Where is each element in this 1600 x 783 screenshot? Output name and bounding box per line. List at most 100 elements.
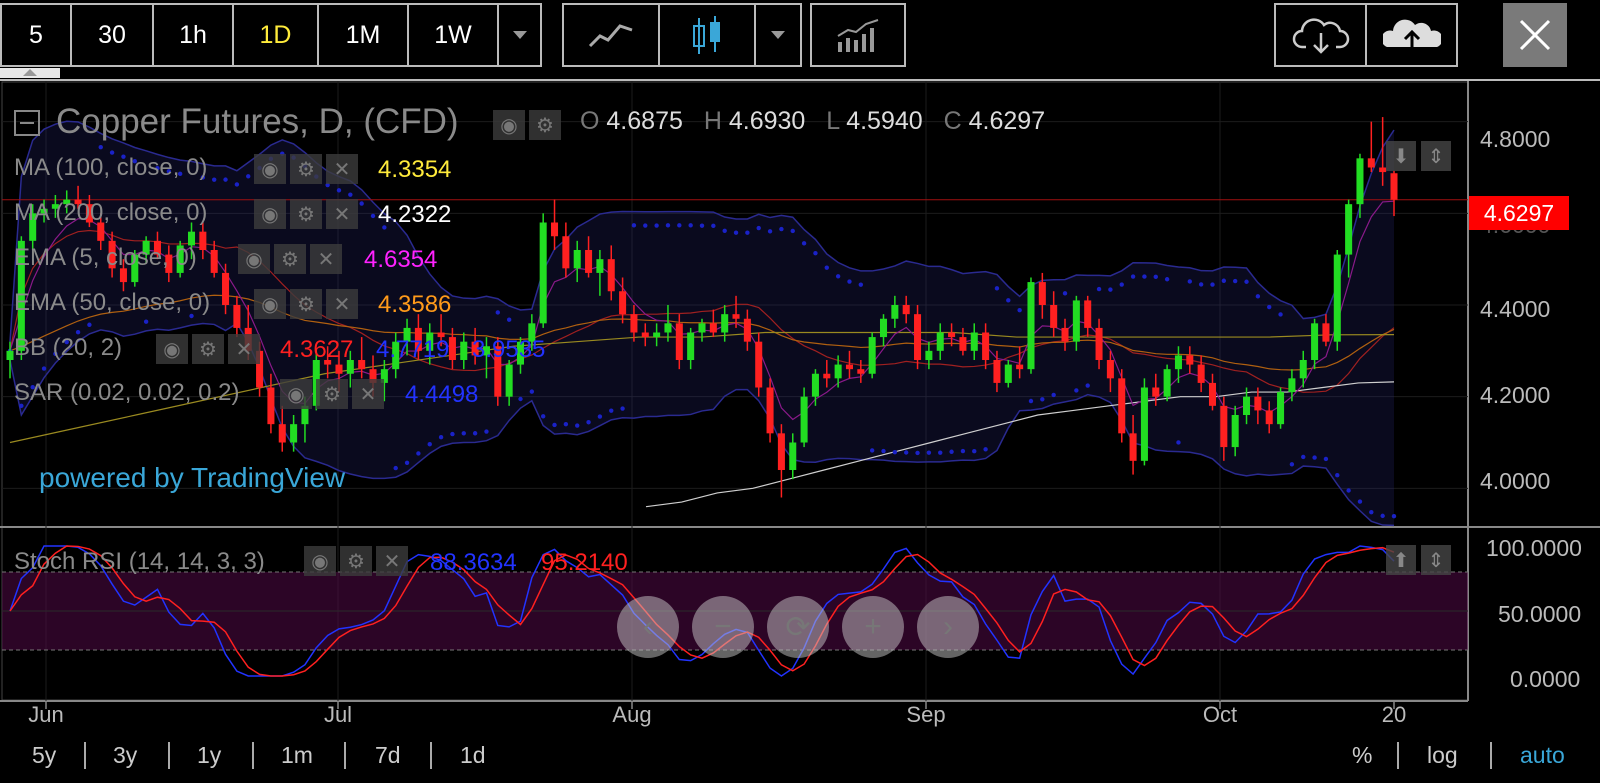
high-label: H [703, 107, 722, 135]
eye-icon[interactable]: ◉ [254, 289, 286, 319]
candle-down [993, 360, 1001, 383]
interval-1m-button[interactable]: 1M [319, 5, 409, 65]
eye-icon[interactable]: ◉ [156, 334, 188, 364]
gear-icon[interactable]: ⚙ [290, 154, 322, 184]
log-scale-button[interactable]: log [1427, 742, 1458, 768]
price-chart[interactable] [0, 81, 1600, 781]
line-style-button[interactable] [564, 5, 660, 65]
sar-dot [427, 442, 432, 447]
candle-down [414, 327, 422, 351]
eye-icon[interactable]: ◉ [254, 199, 286, 229]
close-icon[interactable]: ✕ [326, 199, 358, 229]
scroll-left-button[interactable]: ‹ [617, 596, 679, 658]
candle-up [936, 332, 944, 351]
eye-icon[interactable]: ◉ [254, 154, 286, 184]
candle-up [346, 360, 354, 374]
x-tick-oct: Oct [1202, 702, 1238, 727]
indicator-ema5-label[interactable]: EMA (5, close, 0) [14, 244, 197, 271]
indicators-toolbar [810, 3, 906, 67]
gear-icon[interactable]: ⚙ [274, 244, 306, 274]
indicator-bb-upper-value: 4.7719 [376, 336, 450, 363]
close-icon[interactable]: ✕ [376, 546, 408, 576]
gear-icon[interactable]: ⚙ [290, 289, 322, 319]
gear-icon[interactable]: ⚙ [192, 334, 224, 364]
sar-dot [631, 223, 637, 228]
cloud-download-button[interactable] [1276, 5, 1367, 65]
sar-dot [994, 286, 1000, 291]
eye-icon[interactable]: ◉ [304, 546, 336, 576]
stoch-rsi-label[interactable]: Stoch RSI (14, 14, 3, 3) [14, 548, 265, 575]
close-icon[interactable]: ✕ [352, 379, 384, 409]
zoom-in-button[interactable]: + [842, 596, 904, 658]
indicators-button[interactable] [812, 5, 904, 65]
auto-scale-button[interactable]: auto [1520, 742, 1565, 768]
sar-dot [1040, 397, 1045, 402]
range-5y-button[interactable]: 5y [32, 742, 57, 768]
indicator-ma100-label[interactable]: MA (100, close, 0) [14, 154, 208, 181]
chevron-down-icon [771, 31, 785, 39]
close-value: 4.6297 [968, 107, 1046, 135]
indicator-bb-label[interactable]: BB (20, 2) [14, 334, 123, 361]
interval-dropdown-button[interactable] [499, 5, 540, 65]
close-icon[interactable]: ✕ [310, 244, 342, 274]
candle-up [1243, 396, 1251, 415]
candle-up [1333, 254, 1341, 342]
range-3y-button[interactable]: 3y [113, 742, 138, 768]
sar-dot [938, 450, 943, 455]
indicator-ema50-label[interactable]: EMA (50, close, 0) [14, 289, 211, 316]
reset-button[interactable]: ⟳ [767, 596, 829, 658]
range-7d-button[interactable]: 7d [375, 742, 401, 768]
chevron-right-icon: › [943, 610, 953, 643]
gear-icon[interactable]: ⚙ [290, 199, 322, 229]
close-icon[interactable]: ✕ [228, 334, 260, 364]
tradingview-watermark[interactable]: powered by TradingView [39, 462, 346, 493]
style-dropdown-button[interactable] [756, 5, 800, 65]
chevron-left-icon: ‹ [643, 610, 653, 643]
gear-icon[interactable]: ⚙ [316, 379, 348, 409]
eye-icon[interactable]: ◉ [280, 379, 312, 409]
interval-1w-button[interactable]: 1W [409, 5, 499, 65]
pane-maximize-button[interactable]: ⇕ [1421, 141, 1451, 171]
candle-down [369, 369, 377, 383]
scroll-right-button[interactable]: › [917, 596, 979, 658]
title-controls: ◉ ⚙ [493, 110, 561, 140]
stoch-pane-up-button[interactable]: ⬆ [1386, 545, 1416, 575]
sar-dot [1380, 513, 1385, 519]
sar-dot [529, 389, 535, 394]
candle-up [970, 332, 978, 351]
stoch-d-line [9, 545, 1395, 677]
chart-title: Copper Futures, D, (CFD) [56, 102, 459, 141]
interval-1h-button[interactable]: 1h [154, 5, 234, 65]
zoom-out-button[interactable]: − [692, 596, 754, 658]
stoch-pane-maximize-button[interactable]: ⇕ [1421, 545, 1451, 575]
candle-down [675, 323, 683, 360]
percent-scale-button[interactable]: % [1352, 742, 1373, 768]
sar-dot [1346, 488, 1351, 493]
interval-1d-button[interactable]: 1D [234, 5, 319, 65]
sar-dot [790, 228, 795, 234]
sar-dot [1255, 294, 1261, 299]
open-value: 4.6875 [606, 107, 683, 135]
ma200-line [645, 381, 1395, 508]
gear-icon[interactable]: ⚙ [529, 110, 561, 140]
candle-style-button[interactable] [660, 5, 756, 65]
indicators-icon [837, 19, 879, 52]
cloud-upload-button[interactable] [1367, 5, 1456, 65]
close-icon[interactable]: ✕ [326, 154, 358, 184]
candle-up [29, 213, 37, 241]
range-1m-button[interactable]: 1m [281, 742, 313, 768]
interval-30-button[interactable]: 30 [72, 5, 154, 65]
close-button[interactable] [1503, 3, 1567, 67]
indicator-ma200-label[interactable]: MA (200, close, 0) [14, 199, 208, 226]
pane-down-button[interactable]: ⬇ [1386, 141, 1416, 171]
close-icon[interactable]: ✕ [326, 289, 358, 319]
range-1d-button[interactable]: 1d [460, 742, 486, 768]
gear-icon[interactable]: ⚙ [340, 546, 372, 576]
range-1y-button[interactable]: 1y [197, 742, 222, 768]
price-tick: 4.4000 [1480, 296, 1551, 322]
indicator-sar-label[interactable]: SAR (0.02, 0.02, 0.2) [14, 379, 240, 406]
collapse-legend-button[interactable] [14, 110, 40, 136]
eye-icon[interactable]: ◉ [238, 244, 270, 274]
interval-5-button[interactable]: 5 [2, 5, 72, 65]
eye-icon[interactable]: ◉ [493, 110, 525, 140]
